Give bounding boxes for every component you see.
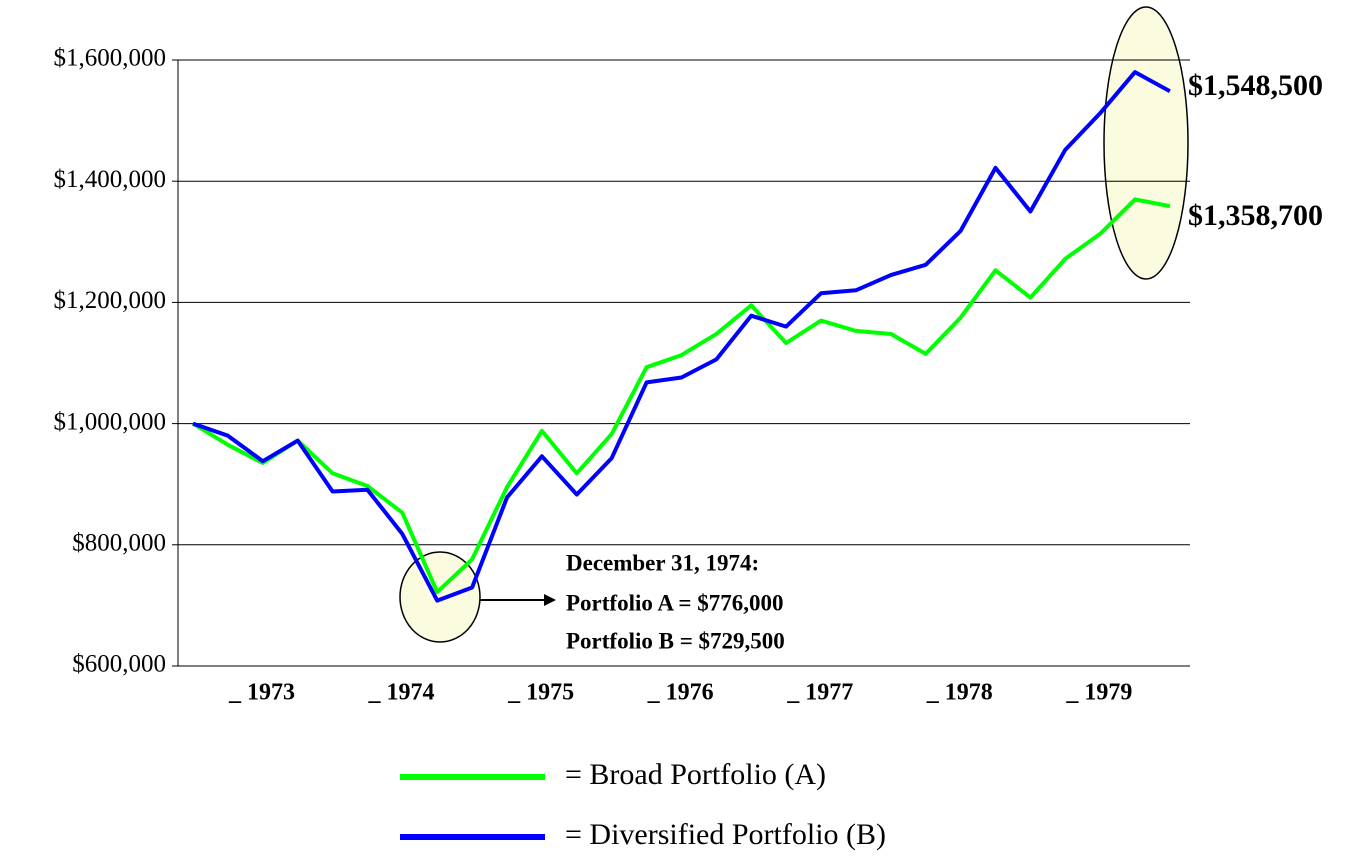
x-tick-label: _ 1977 xyxy=(786,680,853,706)
end-label: $1,358,700 xyxy=(1188,199,1323,232)
annotation: December 31, 1974: xyxy=(566,550,759,575)
grid xyxy=(172,59,1190,667)
y-tick-label: $600,000 xyxy=(72,651,166,678)
legend-label: = Broad Portfolio (A) xyxy=(565,758,826,791)
series-line xyxy=(191,197,1171,595)
x-tick-label: _ 1978 xyxy=(926,680,993,706)
y-tick-label: $1,600,000 xyxy=(54,45,167,72)
legend-label: = Diversified Portfolio (B) xyxy=(565,818,886,851)
x-tick-label: _ 1976 xyxy=(647,680,714,706)
arrow-head xyxy=(544,594,556,606)
lines xyxy=(191,70,1171,603)
annotation: Portfolio A = $776,000 xyxy=(566,590,784,615)
y-tick-label: $1,400,000 xyxy=(54,166,167,193)
series-line xyxy=(192,70,1171,603)
annotation: Portfolio B = $729,500 xyxy=(566,628,785,653)
y-tick-label: $1,000,000 xyxy=(54,408,167,435)
x-tick-label: _ 1975 xyxy=(507,680,574,706)
highlight-ellipse xyxy=(399,551,481,643)
x-tick-label: _ 1974 xyxy=(368,680,435,706)
highlight-ellipse xyxy=(1103,6,1189,280)
end-label: $1,548,500 xyxy=(1188,69,1323,102)
y-tick-label: $800,000 xyxy=(72,530,166,557)
x-tick-label: _ 1973 xyxy=(228,680,295,706)
x-tick-label: _ 1979 xyxy=(1065,680,1132,706)
y-tick-label: $1,200,000 xyxy=(54,287,167,314)
